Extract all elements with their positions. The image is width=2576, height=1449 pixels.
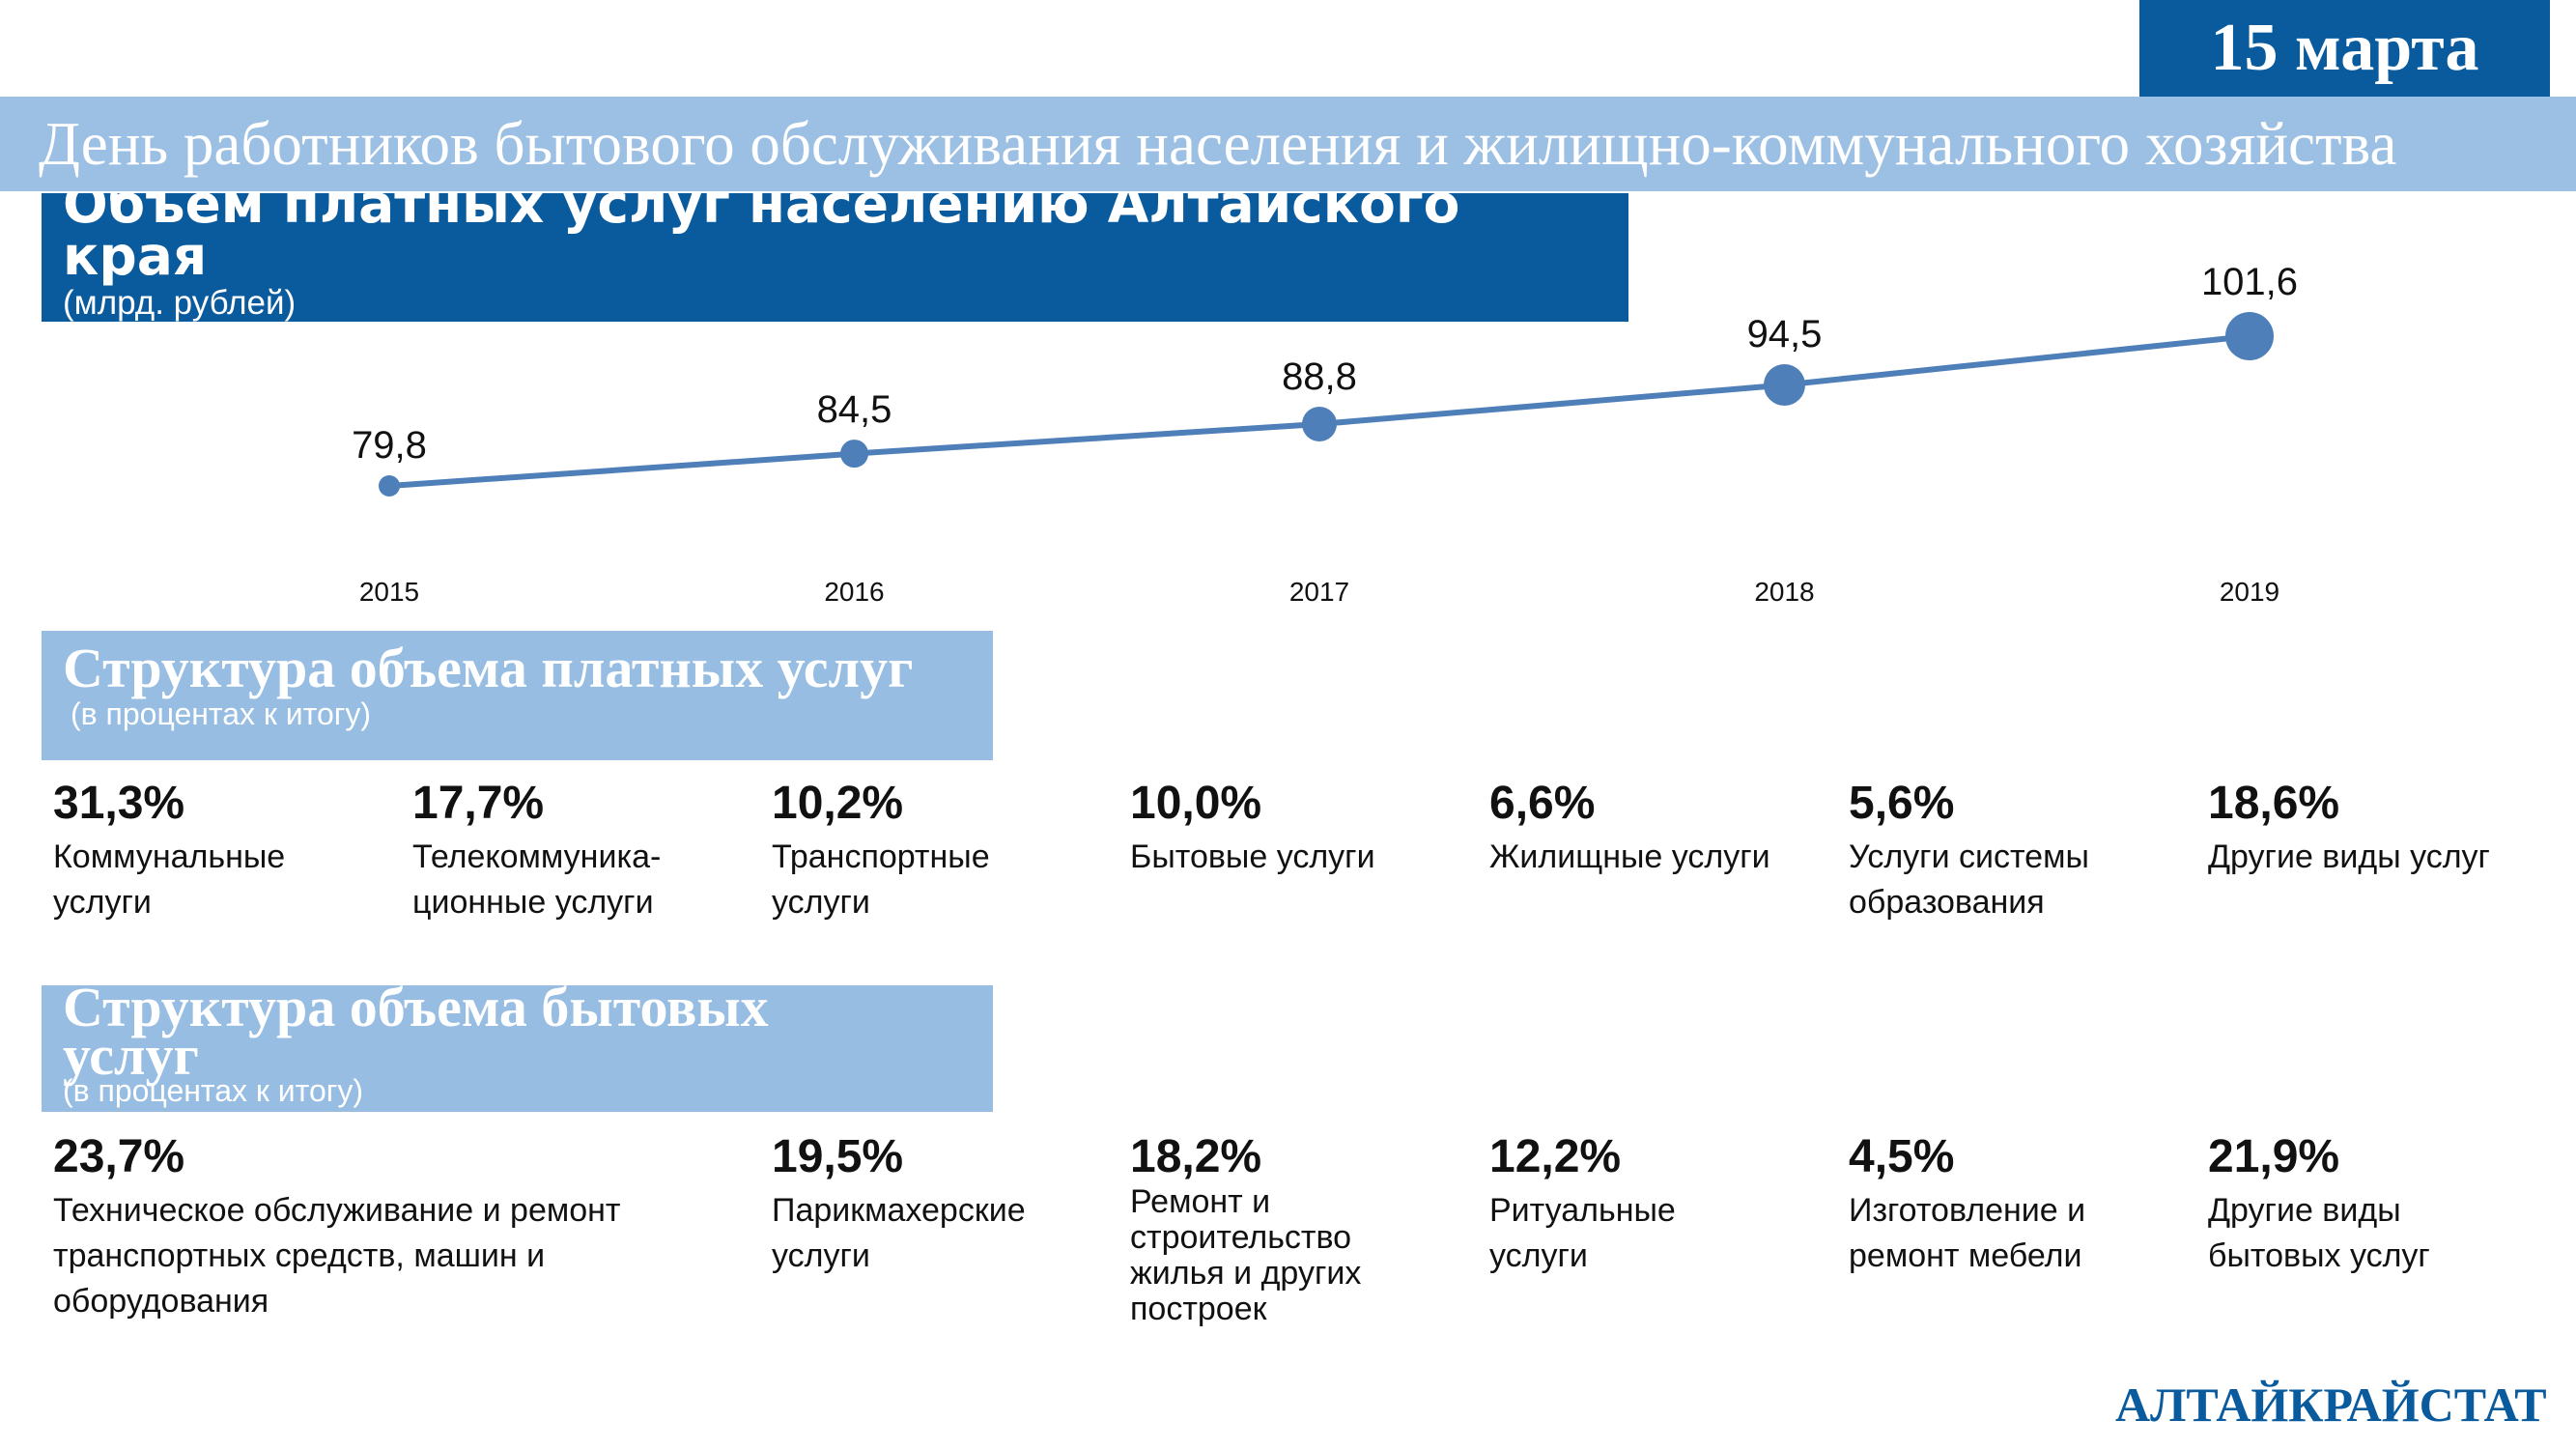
holiday-banner [0,97,2576,191]
stat-value: 17,7% [412,778,545,829]
chart-title-box: Объем платных услуг населению Алтайского… [42,193,1628,322]
stat-label: Услуги системы образования [1849,838,2089,921]
data-label: 94,5 [1747,313,1823,355]
x-tick-label: 2015 [359,577,419,607]
paid-services-header: Структура объема платных услуг (в процен… [42,631,993,760]
chart-title: Объем платных услуг населению Алтайского… [63,193,1460,287]
chart-subtitle: (млрд. рублей) [63,284,297,322]
data-label: 88,8 [1282,355,1357,398]
x-tick-label: 2017 [1289,577,1349,607]
paid-stat-item: 17,7% Телекоммуника-ционные услуги [412,777,770,925]
household-stat-item: 19,5% Парикмахерские услуги [772,1130,1129,1279]
stat-label: Изготовление и ремонт мебели [1849,1192,2086,1274]
x-tick-label: 2019 [2220,577,2279,607]
x-tick-label: 2018 [1754,577,1814,607]
household-stat-item: 23,7% Техническое обслуживание и ремонт … [53,1130,729,1324]
x-tick-label: 2016 [824,577,884,607]
stat-label: Другие виды услуг [2208,838,2490,875]
stat-value: 6,6% [1489,778,1596,829]
stat-value: 12,2% [1489,1131,1622,1182]
household-stat-item: 21,9% Другие виды бытовых услуг [2208,1130,2565,1279]
paid-stat-item: 10,2% Транспортные услуги [772,777,1129,925]
stat-value: 10,2% [772,778,904,829]
stat-value: 19,5% [772,1131,904,1182]
paid-stat-item: 5,6% Услуги системы образования [1849,777,2206,925]
stat-label: Другие виды бытовых услуг [2208,1192,2430,1274]
paid-stat-item: 18,6% Другие виды услуг [2208,777,2565,880]
stat-label: Транспортные услуги [772,838,990,921]
stat-label: Жилищные услуги [1489,838,1770,875]
household-services-title: Структура объема бытовых услуг [63,985,769,1087]
stat-label: Парикмахерские услуги [772,1192,1026,1274]
data-label: 84,5 [817,388,892,431]
stat-label: Ремонт и строительство жилья и других по… [1130,1183,1362,1327]
revenue-line-chart: 79,8 2015 84,5 2016 88,8 2017 94,5 2018 101,6 201… [352,261,2298,607]
paid-stat-item: 31,3% Коммунальные услуги [53,777,410,925]
household-stat-item: 4,5% Изготовление и ремонт мебели [1849,1130,2206,1279]
stat-value: 5,6% [1849,778,1955,829]
data-point [379,475,400,497]
brand-logo: АЛТАЙКРАЙСТАТ [2115,1378,2547,1432]
paid-stat-item: 10,0% Бытовые услуги [1130,777,1487,880]
date-badge: 15 марта [2139,0,2550,97]
data-point [1302,407,1337,442]
household-stat-item: 18,2% Ремонт и строительство жилья и дру… [1130,1130,1487,1327]
data-point [2225,312,2274,360]
household-services-subtitle: (в процентах к итогу) [63,1073,364,1108]
stat-label: Техническое обслуживание и ремонт трансп… [53,1192,621,1320]
paid-stat-item: 6,6% Жилищные услуги [1489,777,1847,880]
holiday-title: День работников бытового обслуживания на… [39,110,2397,178]
stat-value: 23,7% [53,1131,185,1182]
stat-value: 18,6% [2208,778,2340,829]
stat-label: Коммунальные услуги [53,838,286,921]
stat-value: 4,5% [1849,1131,1955,1182]
paid-services-title: Структура объема платных услуг [63,637,914,699]
data-label: 79,8 [352,424,427,467]
household-stat-item: 12,2% Ритуальные услуги [1489,1130,1847,1279]
stat-label: Ритуальные услуги [1489,1192,1676,1274]
household-services-header: Структура объема бытовых услуг (в процен… [42,985,993,1112]
data-point [1764,363,1805,406]
data-point [840,440,868,469]
stat-value: 31,3% [53,778,185,829]
stat-value: 21,9% [2208,1131,2340,1182]
stat-value: 18,2% [1130,1131,1262,1182]
paid-services-subtitle: (в процентах к итогу) [71,696,372,731]
data-label: 101,6 [2201,261,2298,303]
stat-label: Телекоммуника-ционные услуги [412,838,662,921]
stat-label: Бытовые услуги [1130,838,1375,875]
stat-value: 10,0% [1130,778,1262,829]
